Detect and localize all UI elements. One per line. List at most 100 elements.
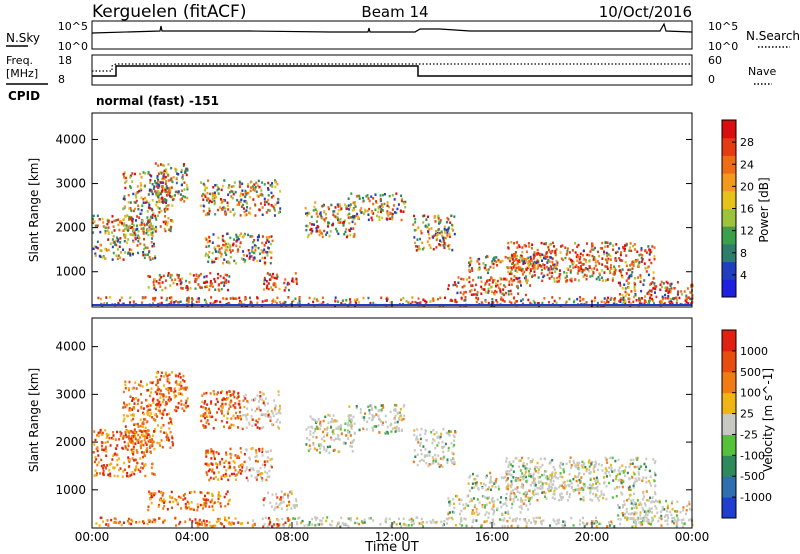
echo-cell bbox=[380, 207, 383, 211]
echo-cell bbox=[183, 380, 186, 383]
echo-cell bbox=[669, 291, 672, 294]
echo-cell bbox=[124, 181, 127, 184]
echo-cell bbox=[531, 275, 534, 278]
echo-cell bbox=[142, 198, 145, 201]
echo-cell bbox=[375, 200, 378, 203]
echo-cell bbox=[325, 448, 328, 452]
echo-cell bbox=[104, 230, 107, 233]
echo-cell bbox=[424, 448, 427, 451]
echo-cell bbox=[119, 256, 122, 259]
echo-cell bbox=[123, 171, 126, 174]
echo-cell bbox=[267, 188, 270, 191]
echo-cell bbox=[478, 266, 481, 269]
echo-cell bbox=[113, 517, 116, 520]
echo-cell bbox=[660, 514, 663, 518]
echo-cell bbox=[308, 521, 311, 524]
echo-cell bbox=[551, 296, 554, 299]
echo-cell bbox=[608, 481, 611, 485]
echo-cell bbox=[438, 465, 441, 468]
echo-cell bbox=[111, 431, 114, 434]
echo-cell bbox=[131, 387, 134, 390]
echo-cell bbox=[314, 201, 317, 204]
colorbar-swatch bbox=[722, 208, 736, 227]
echo-cell bbox=[433, 215, 436, 218]
echo-cell bbox=[250, 447, 253, 451]
echo-cell bbox=[627, 268, 630, 272]
echo-cell bbox=[137, 409, 140, 412]
echo-cell bbox=[432, 247, 435, 251]
echo-cell bbox=[487, 516, 490, 519]
echo-cell bbox=[345, 205, 348, 208]
echo-cell bbox=[414, 241, 417, 245]
echo-cell bbox=[171, 278, 174, 282]
echo-cell bbox=[551, 471, 554, 474]
echo-cell bbox=[552, 263, 555, 267]
echo-cell bbox=[212, 524, 215, 528]
echo-cell bbox=[388, 211, 391, 214]
echo-cell bbox=[146, 449, 149, 453]
echo-cell bbox=[261, 300, 264, 303]
echo-cell bbox=[677, 518, 680, 521]
echo-cell bbox=[661, 295, 664, 299]
echo-cell bbox=[214, 213, 217, 216]
echo-cell bbox=[122, 197, 125, 200]
echo-cell bbox=[616, 486, 619, 489]
echo-cell bbox=[169, 420, 172, 424]
echo-cell bbox=[545, 497, 548, 500]
echo-cell bbox=[150, 233, 153, 236]
echo-cell bbox=[110, 436, 113, 440]
echo-cell bbox=[250, 398, 253, 402]
echo-cell bbox=[620, 274, 623, 278]
echo-cell bbox=[168, 427, 171, 430]
echo-cell bbox=[540, 241, 543, 245]
echo-cell bbox=[601, 247, 604, 250]
echo-cell bbox=[225, 253, 228, 257]
echo-cell bbox=[648, 302, 651, 305]
echo-cell bbox=[268, 209, 271, 212]
echo-cell bbox=[141, 301, 144, 304]
echo-cell bbox=[225, 398, 228, 402]
echo-cell bbox=[564, 276, 567, 280]
echo-cell bbox=[381, 205, 384, 208]
echo-cell bbox=[531, 476, 534, 479]
echo-cell bbox=[157, 385, 160, 389]
echo-cell bbox=[600, 490, 603, 493]
echo-cell bbox=[519, 478, 522, 482]
echo-cell bbox=[542, 275, 545, 279]
echo-cell bbox=[563, 271, 566, 274]
echo-cell bbox=[448, 516, 451, 520]
echo-cell bbox=[133, 459, 136, 462]
echo-cell bbox=[191, 298, 194, 301]
echo-cell bbox=[522, 261, 525, 265]
echo-cell bbox=[156, 398, 159, 402]
echo-cell bbox=[148, 203, 151, 207]
echo-cell bbox=[225, 451, 228, 454]
echo-cell bbox=[576, 272, 579, 275]
echo-cell bbox=[129, 296, 132, 299]
echo-cell bbox=[137, 441, 140, 445]
echo-cell bbox=[315, 425, 318, 429]
echo-cell bbox=[124, 251, 127, 254]
echo-cell bbox=[124, 236, 127, 239]
echo-cell bbox=[271, 411, 274, 415]
echo-cell bbox=[426, 240, 429, 243]
echo-cell bbox=[133, 172, 136, 176]
echo-cell bbox=[635, 260, 638, 263]
echo-cell bbox=[428, 228, 431, 231]
echo-cell bbox=[527, 457, 530, 460]
echo-cell bbox=[266, 471, 269, 475]
echo-cell bbox=[132, 442, 135, 445]
echo-cell bbox=[278, 409, 281, 412]
echo-cell bbox=[235, 297, 238, 301]
echo-cell bbox=[464, 290, 467, 294]
echo-cell bbox=[642, 508, 645, 512]
echo-cell bbox=[121, 475, 124, 478]
echo-cell bbox=[123, 218, 126, 221]
echo-cell bbox=[112, 454, 115, 457]
echo-cell bbox=[637, 263, 640, 267]
echo-cell bbox=[137, 235, 140, 239]
echo-cell bbox=[207, 255, 210, 259]
echo-cell bbox=[630, 516, 633, 520]
echo-cell bbox=[204, 425, 207, 428]
echo-cell bbox=[164, 500, 167, 503]
